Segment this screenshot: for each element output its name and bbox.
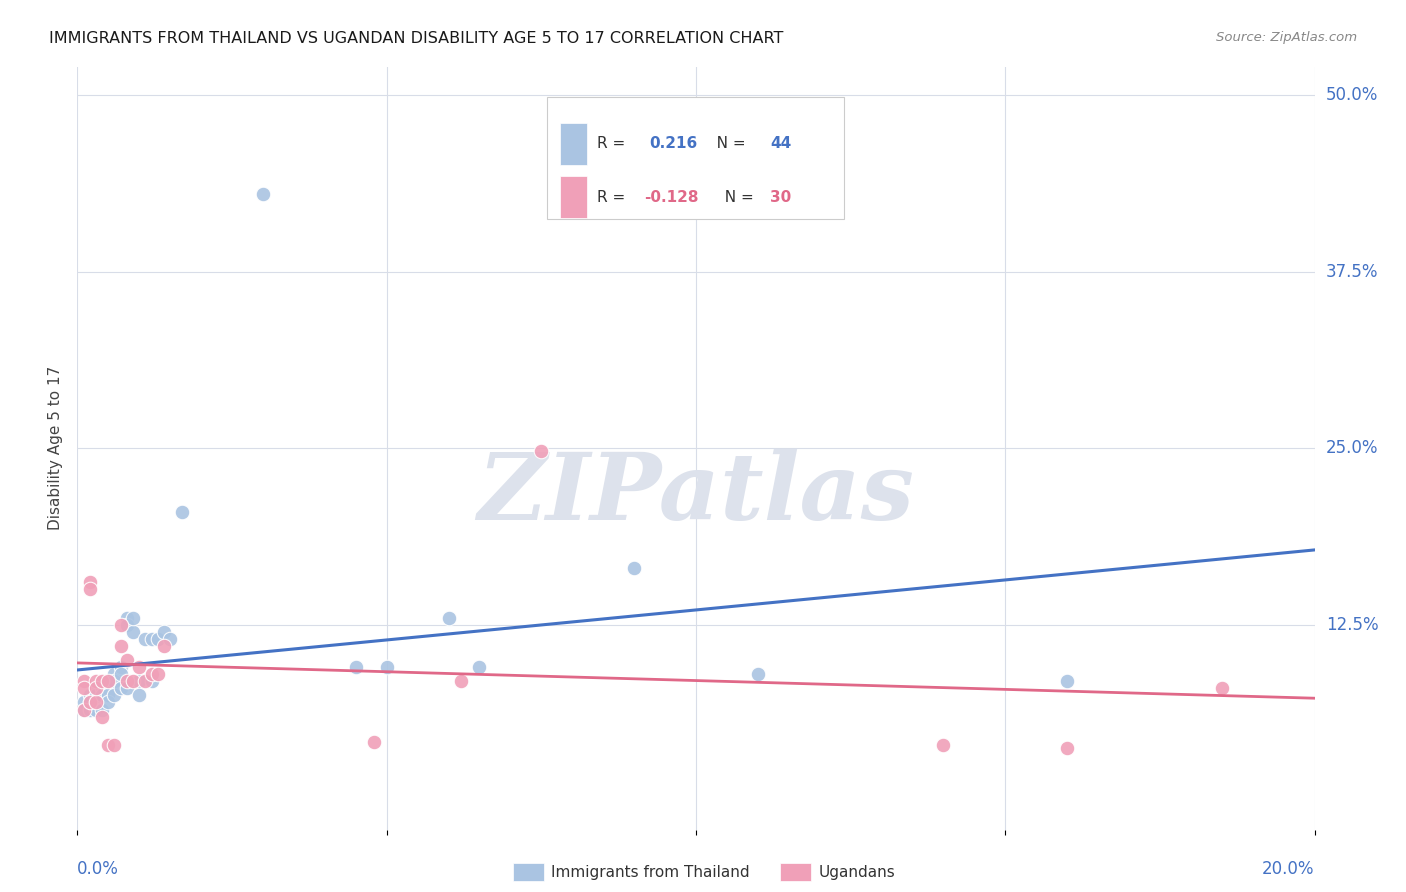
Point [110, 617, 132, 632]
Point [153, 639, 176, 653]
Text: 25.0%: 25.0% [1326, 439, 1378, 458]
Point [468, 660, 491, 674]
Point [115, 611, 138, 625]
Point [128, 660, 150, 674]
Point [1056, 740, 1078, 755]
Point [128, 674, 150, 689]
Point [122, 611, 145, 625]
Point [1211, 681, 1233, 696]
Point [128, 689, 150, 703]
Text: 20.0%: 20.0% [1263, 860, 1315, 878]
Point [103, 689, 125, 703]
Point [84, 702, 107, 716]
Point [79, 696, 101, 710]
Text: 44: 44 [770, 136, 792, 152]
Point [146, 632, 169, 646]
Point [72, 702, 94, 716]
Point [115, 681, 138, 696]
Point [72, 674, 94, 689]
Point [115, 674, 138, 689]
Text: R =: R = [598, 190, 630, 205]
Point [110, 667, 132, 681]
Point [122, 674, 145, 689]
Point [110, 639, 132, 653]
Point [79, 689, 101, 703]
Point [450, 674, 472, 689]
Point [72, 681, 94, 696]
Point [84, 681, 107, 696]
Point [375, 660, 398, 674]
Point [97, 681, 120, 696]
Text: 0.0%: 0.0% [77, 860, 120, 878]
Point [91, 689, 114, 703]
FancyBboxPatch shape [547, 97, 845, 219]
Point [103, 674, 125, 689]
Point [932, 738, 955, 752]
Point [97, 689, 120, 703]
Text: 50.0%: 50.0% [1326, 87, 1378, 104]
Point [623, 561, 645, 575]
Point [134, 674, 156, 689]
Point [115, 653, 138, 667]
Point [141, 674, 163, 689]
Point [72, 696, 94, 710]
Point [115, 617, 138, 632]
Text: 0.216: 0.216 [650, 136, 697, 152]
FancyBboxPatch shape [560, 123, 588, 165]
Point [97, 738, 120, 752]
Point [134, 632, 156, 646]
Point [91, 681, 114, 696]
FancyBboxPatch shape [560, 177, 588, 219]
Point [91, 709, 114, 723]
Text: 12.5%: 12.5% [1326, 615, 1378, 634]
Point [84, 689, 107, 703]
Point [141, 632, 163, 646]
Point [344, 660, 367, 674]
Point [84, 681, 107, 696]
Point [153, 624, 176, 639]
Point [79, 702, 101, 716]
Point [146, 667, 169, 681]
Point [159, 632, 181, 646]
Point [110, 681, 132, 696]
Point [103, 667, 125, 681]
Point [747, 667, 769, 681]
Text: Immigrants from Thailand: Immigrants from Thailand [551, 865, 749, 880]
Point [79, 575, 101, 590]
Point [172, 505, 194, 519]
Text: N =: N = [702, 136, 751, 152]
Point [530, 444, 553, 458]
Point [252, 187, 274, 202]
Point [122, 624, 145, 639]
Text: ZIPatlas: ZIPatlas [478, 449, 914, 539]
Point [97, 674, 120, 689]
Point [84, 696, 107, 710]
Text: R =: R = [598, 136, 636, 152]
Point [79, 582, 101, 597]
Y-axis label: Disability Age 5 to 17: Disability Age 5 to 17 [48, 366, 63, 531]
Point [72, 702, 94, 716]
Point [84, 674, 107, 689]
Point [103, 738, 125, 752]
Point [363, 735, 385, 749]
Point [84, 696, 107, 710]
Point [79, 696, 101, 710]
Point [110, 660, 132, 674]
Point [437, 611, 460, 625]
Text: N =: N = [714, 190, 758, 205]
Text: 37.5%: 37.5% [1326, 262, 1378, 281]
Text: Ugandans: Ugandans [818, 865, 896, 880]
Text: Source: ZipAtlas.com: Source: ZipAtlas.com [1216, 31, 1357, 45]
Point [91, 702, 114, 716]
Text: -0.128: -0.128 [644, 190, 699, 205]
Point [141, 667, 163, 681]
Point [91, 674, 114, 689]
Point [97, 674, 120, 689]
Text: IMMIGRANTS FROM THAILAND VS UGANDAN DISABILITY AGE 5 TO 17 CORRELATION CHART: IMMIGRANTS FROM THAILAND VS UGANDAN DISA… [49, 31, 783, 46]
Text: 30: 30 [770, 190, 792, 205]
Point [1056, 674, 1078, 689]
Point [97, 696, 120, 710]
